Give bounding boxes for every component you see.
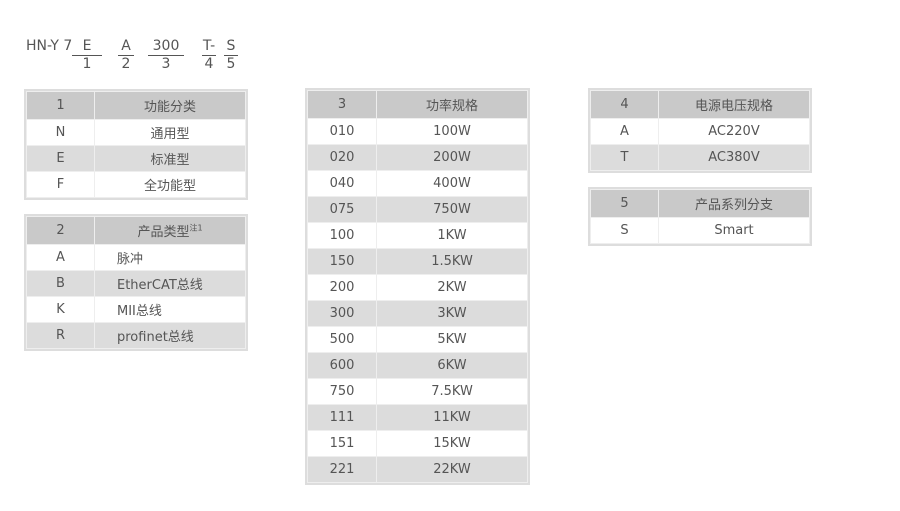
row-value: 750W [376,196,528,223]
row-value: 通用型 [94,119,246,146]
model-prefix: HN-Y 7 [26,38,73,54]
table-row: 100 1KW [307,222,528,249]
row-code: 200 [307,274,377,301]
table-row: 010 100W [307,118,528,145]
table-row: 111 11KW [307,404,528,431]
table-row: 221 22KW [307,456,528,483]
row-value: 脉冲 [94,244,246,271]
row-value: 6KW [376,352,528,379]
header-title: 电源电压规格 [658,90,810,119]
table-row: 750 7.5KW [307,378,528,405]
table-row: A AC220V [590,118,810,145]
table-row: S Smart [590,217,810,244]
note-marker: 注1 [189,223,203,233]
row-code: 750 [307,378,377,405]
table-row: 151 15KW [307,430,528,457]
code-part-3: 300 3 [148,38,184,72]
header-number: 5 [590,189,659,218]
table-function-class: 1 功能分类 N 通用型 E 标准型 F 全功能型 [26,91,246,198]
header-title: 产品类型注1 [94,216,246,245]
table-row: N 通用型 [26,119,246,146]
table-header: 2 产品类型注1 [26,216,246,245]
header-title: 功率规格 [376,90,528,119]
table-voltage-spec: 4 电源电压规格 A AC220V T AC380V [590,90,810,171]
row-code: F [26,171,95,198]
row-code: 010 [307,118,377,145]
row-value: MII总线 [94,296,246,323]
row-value: 5KW [376,326,528,353]
header-title: 功能分类 [94,91,246,120]
table-series-branch: 5 产品系列分支 S Smart [590,189,810,244]
row-value: 15KW [376,430,528,457]
row-value: 2KW [376,274,528,301]
row-value: 11KW [376,404,528,431]
row-code: 600 [307,352,377,379]
row-value: EtherCAT总线 [94,270,246,297]
row-code: K [26,296,95,323]
header-number: 2 [26,216,95,245]
row-value: profinet总线 [94,322,246,349]
row-value: 1KW [376,222,528,249]
table-header: 5 产品系列分支 [590,189,810,218]
row-value: 全功能型 [94,171,246,198]
table-row: T AC380V [590,144,810,171]
row-value: 7.5KW [376,378,528,405]
row-code: T [590,144,659,171]
header-number: 3 [307,90,377,119]
row-code: B [26,270,95,297]
row-code: A [590,118,659,145]
table-header: 1 功能分类 [26,91,246,120]
row-value: 1.5KW [376,248,528,275]
table-row: 600 6KW [307,352,528,379]
row-code: N [26,119,95,146]
table-row: 150 1.5KW [307,248,528,275]
row-code: 221 [307,456,377,483]
row-value: AC220V [658,118,810,145]
table-header: 3 功率规格 [307,90,528,119]
row-value: 400W [376,170,528,197]
table-row: 200 2KW [307,274,528,301]
row-code: E [26,145,95,172]
row-value: 22KW [376,456,528,483]
row-code: 150 [307,248,377,275]
row-code: 040 [307,170,377,197]
row-value: 100W [376,118,528,145]
row-code: S [590,217,659,244]
table-row: 020 200W [307,144,528,171]
row-code: 300 [307,300,377,327]
table-row: A 脉冲 [26,244,246,271]
row-code: 020 [307,144,377,171]
row-code: 100 [307,222,377,249]
table-row: 040 400W [307,170,528,197]
row-code: 111 [307,404,377,431]
row-code: 151 [307,430,377,457]
row-value: AC380V [658,144,810,171]
code-part-4: T- 4 [202,38,216,72]
row-code: R [26,322,95,349]
header-number: 4 [590,90,659,119]
table-row: K MII总线 [26,296,246,323]
row-code: 075 [307,196,377,223]
row-code: 500 [307,326,377,353]
table-row: 500 5KW [307,326,528,353]
table-row: F 全功能型 [26,171,246,198]
row-value: Smart [658,217,810,244]
table-row: B EtherCAT总线 [26,270,246,297]
row-code: A [26,244,95,271]
row-value: 3KW [376,300,528,327]
header-number: 1 [26,91,95,120]
table-row: 075 750W [307,196,528,223]
table-header: 4 电源电压规格 [590,90,810,119]
row-value: 200W [376,144,528,171]
header-title: 产品系列分支 [658,189,810,218]
row-value: 标准型 [94,145,246,172]
table-power-spec: 3 功率规格 010 100W 020 200W 040 400W 075 750W 100 1KW 1… [307,90,528,483]
table-row: E 标准型 [26,145,246,172]
table-row: 300 3KW [307,300,528,327]
